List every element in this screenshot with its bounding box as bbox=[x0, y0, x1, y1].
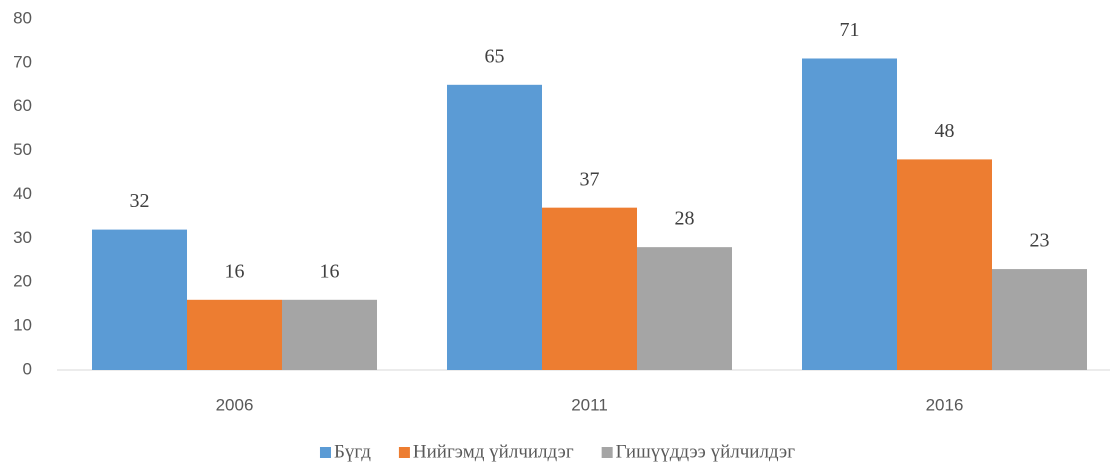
data-label: 23 bbox=[1030, 230, 1050, 252]
data-label: 16 bbox=[320, 260, 340, 282]
legend-swatch bbox=[398, 447, 410, 458]
x-tick-label: 2006 bbox=[216, 395, 254, 414]
y-tick-label: 70 bbox=[13, 52, 32, 71]
y-tick-label: 0 bbox=[23, 359, 32, 378]
x-tick-label: 2016 bbox=[926, 395, 964, 414]
y-tick-label: 10 bbox=[13, 316, 32, 335]
bar bbox=[542, 207, 637, 370]
x-tick-label: 2011 bbox=[571, 395, 608, 414]
bar bbox=[637, 247, 732, 370]
bar bbox=[897, 159, 992, 370]
data-label: 32 bbox=[130, 190, 150, 212]
bar bbox=[282, 299, 377, 370]
legend-label: Гишүүддээ үйлчилдэг bbox=[616, 441, 796, 462]
legend-label: Нийгэмд үйлчилдэг bbox=[413, 441, 574, 462]
data-label: 71 bbox=[840, 19, 860, 41]
legend-swatch bbox=[601, 447, 613, 458]
legend-item: Гишүүддээ үйлчилдэг bbox=[601, 441, 796, 462]
data-label: 65 bbox=[485, 45, 505, 67]
y-tick-label: 40 bbox=[13, 184, 32, 203]
bar bbox=[187, 299, 282, 370]
legend-swatch bbox=[319, 447, 331, 458]
y-tick-label: 80 bbox=[13, 8, 32, 27]
y-tick-label: 30 bbox=[13, 228, 32, 247]
y-tick-label: 20 bbox=[13, 272, 32, 291]
y-tick-label: 60 bbox=[13, 96, 32, 115]
bar bbox=[802, 58, 897, 371]
legend-label: Бүгд bbox=[334, 441, 371, 462]
bar bbox=[447, 84, 542, 370]
bar bbox=[992, 269, 1087, 370]
data-label: 28 bbox=[675, 208, 695, 230]
data-label: 48 bbox=[935, 120, 955, 142]
data-label: 37 bbox=[580, 168, 600, 190]
data-label: 16 bbox=[225, 260, 245, 282]
legend-item: Бүгд bbox=[319, 441, 371, 462]
bar bbox=[92, 229, 187, 370]
legend-item: Нийгэмд үйлчилдэг bbox=[398, 441, 574, 462]
y-tick-label: 50 bbox=[13, 140, 32, 159]
